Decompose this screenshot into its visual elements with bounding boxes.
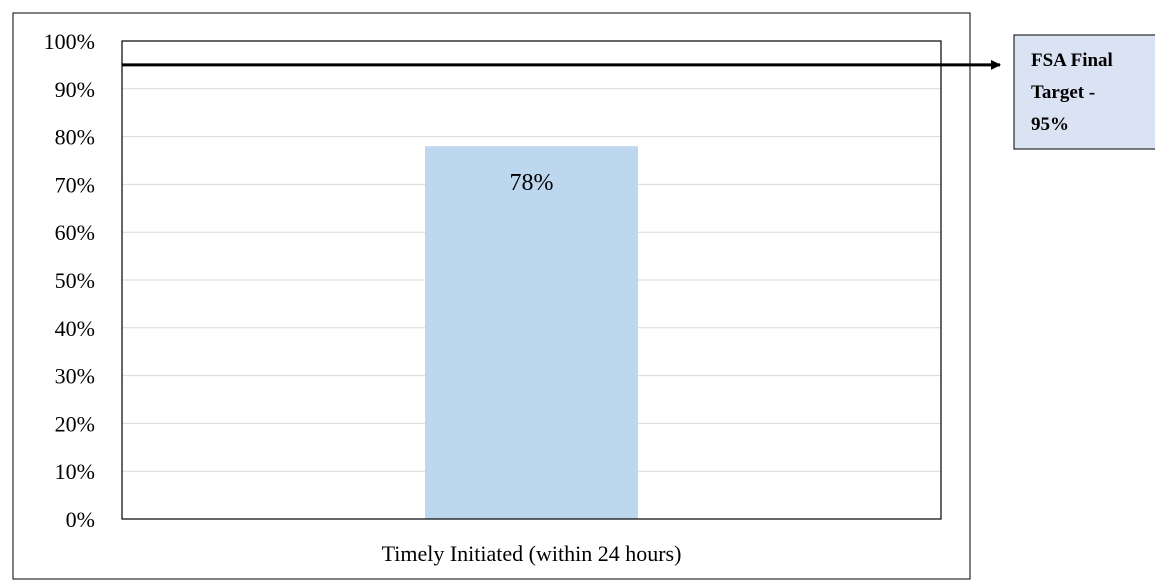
- target-note-box: FSA Final Target - 95%: [1013, 34, 1155, 150]
- y-tick-label: 60%: [55, 220, 95, 245]
- y-tick-label: 80%: [55, 125, 95, 150]
- y-tick-label: 10%: [55, 459, 95, 484]
- plot-area-border: [121, 40, 942, 520]
- y-tick-label: 50%: [55, 268, 95, 293]
- y-tick-label: 90%: [55, 77, 95, 102]
- category-label: Timely Initiated (within 24 hours): [382, 541, 682, 566]
- y-tick-label: 40%: [55, 316, 95, 341]
- bar: [425, 146, 638, 519]
- y-tick-labels: 0% 10% 20% 30% 40% 50% 60% 70% 80% 90% 100%: [44, 29, 95, 532]
- category-labels: Timely Initiated (within 24 hours): [382, 541, 682, 566]
- data-labels: 78%: [510, 170, 554, 196]
- y-tick-label: 0%: [66, 507, 95, 532]
- y-tick-label: 70%: [55, 172, 95, 197]
- bar-data-label: 78%: [510, 170, 554, 196]
- target-note-background: [1013, 34, 1155, 150]
- y-tick-label: 20%: [55, 411, 95, 436]
- target-note-line-2: Target -: [1031, 82, 1095, 103]
- y-tick-label: 30%: [55, 364, 95, 389]
- target-note-line-3: 95%: [1031, 114, 1069, 135]
- target-note-line-1: FSA Final: [1031, 50, 1113, 71]
- bars: [425, 146, 638, 519]
- y-tick-label: 100%: [44, 29, 95, 54]
